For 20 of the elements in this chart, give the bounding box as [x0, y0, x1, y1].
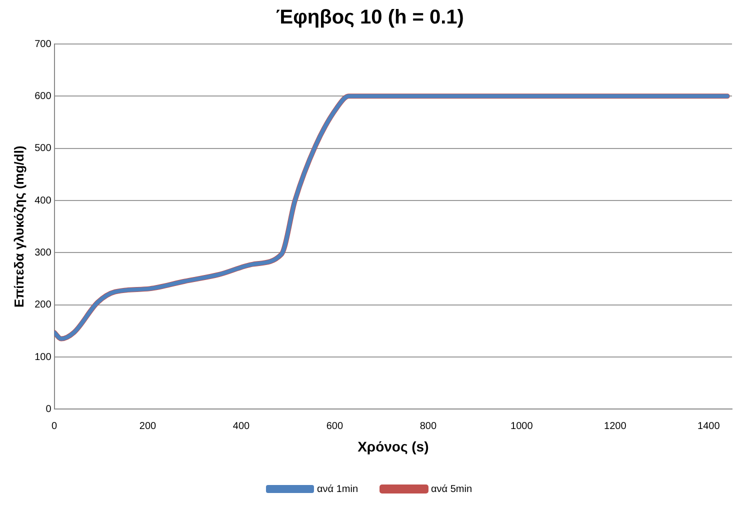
x-tick-label: 800 [420, 420, 437, 432]
chart-title: Έφηβος 10 (h = 0.1) [276, 6, 464, 29]
x-tick-label: 1400 [698, 420, 720, 432]
x-tick-label: 600 [326, 420, 344, 432]
x-axis-title: Χρόνος (s) [358, 438, 429, 454]
y-tick-label: 600 [34, 90, 52, 102]
y-axis-title: Επίπεδα γλυκόζης (mg/dl) [11, 146, 26, 308]
x-tick-label: 1000 [510, 420, 534, 432]
x-tick-label: 1200 [604, 420, 627, 432]
x-tick-label: 400 [232, 420, 250, 432]
y-tick-label: 100 [34, 352, 52, 363]
legend-label: ανά 1min [316, 484, 358, 495]
y-tick-label: 200 [34, 300, 52, 311]
x-tick-label: 200 [139, 420, 157, 432]
y-tick-label: 400 [34, 195, 52, 206]
y-tick-label: 500 [34, 143, 52, 154]
y-tick-label: 0 [46, 404, 52, 415]
y-tick-label: 700 [34, 38, 52, 50]
y-tick-label: 300 [34, 247, 52, 258]
legend-label: ανά 5min [431, 484, 472, 495]
